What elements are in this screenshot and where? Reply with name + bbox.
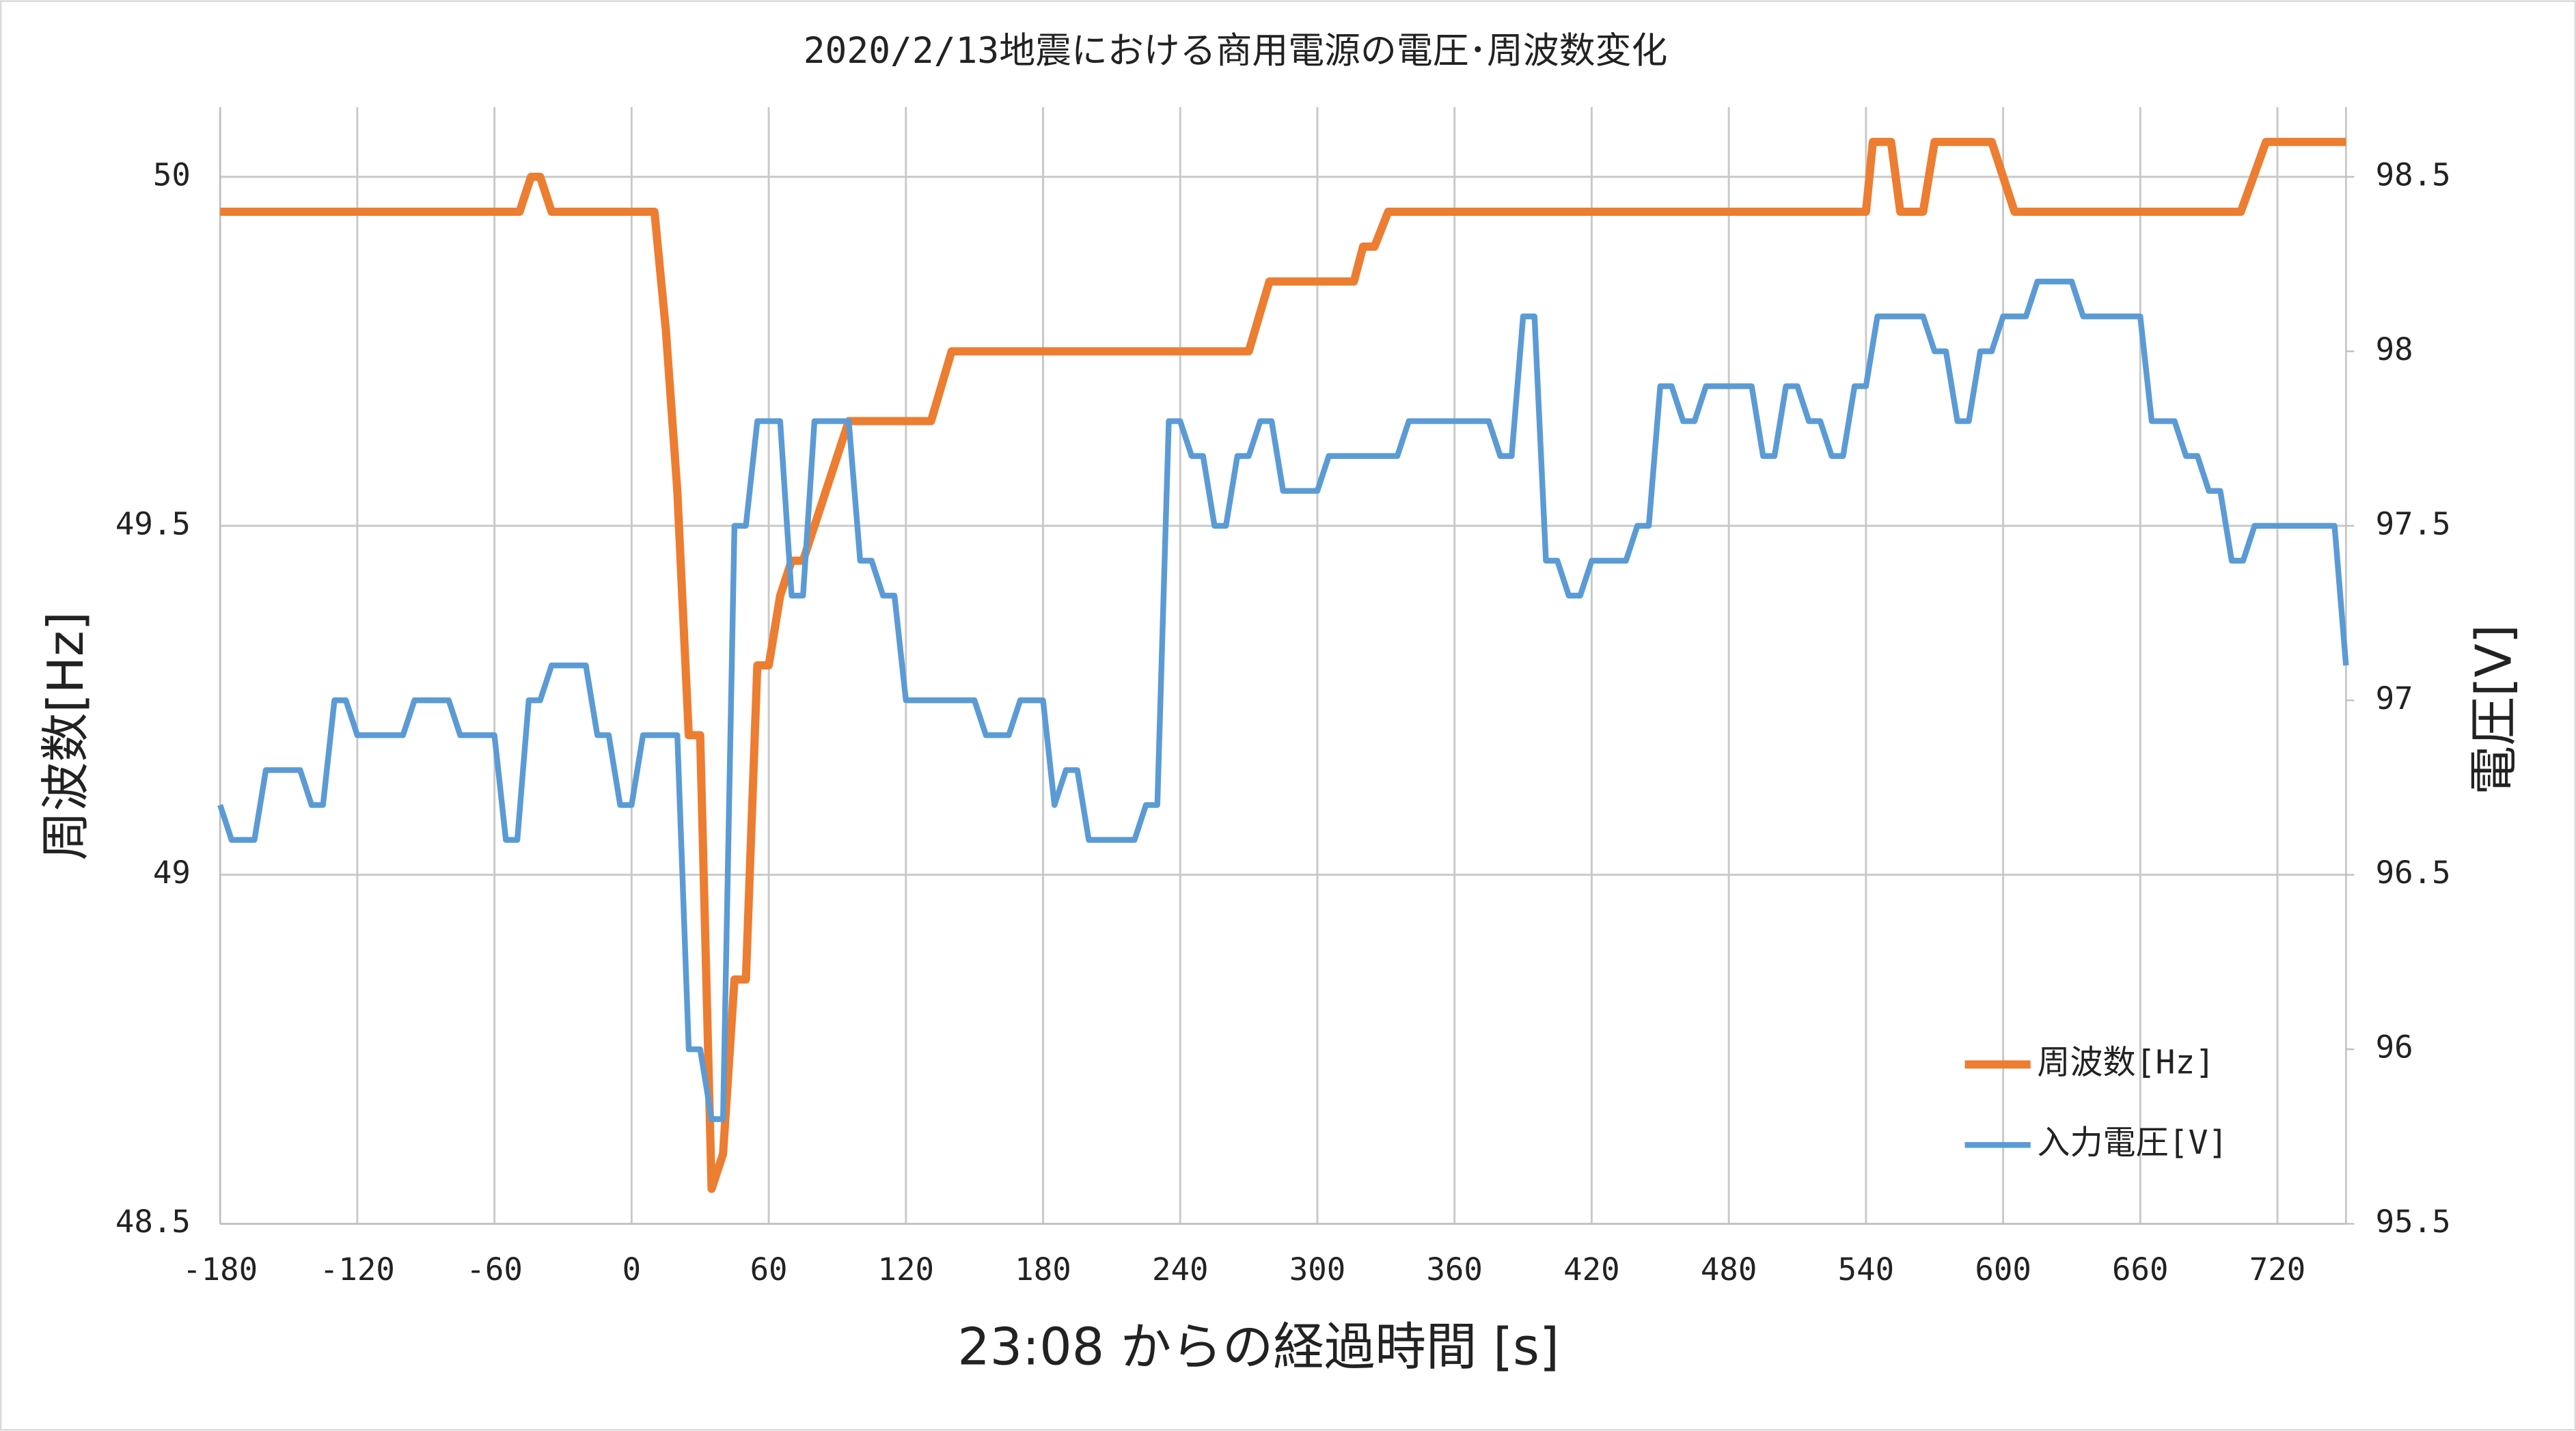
y2-tick-label: 96.5 [2376, 855, 2451, 891]
x-tick-label: 60 [750, 1251, 788, 1288]
x-tick-label: 480 [1701, 1251, 1757, 1288]
y2-axis-label: 電圧[V] [2466, 624, 2523, 795]
x-tick-label: 720 [2249, 1251, 2306, 1288]
x-axis-label: 23:08 からの経過時間 [s] [957, 1317, 1559, 1376]
legend-label: 周波数[Hz] [2037, 1043, 2215, 1081]
y-tick-label: 50 [153, 156, 191, 193]
series-line [217, 278, 2349, 1122]
x-tick-label: 300 [1289, 1251, 1345, 1288]
y2-tick-label: 95.5 [2376, 1204, 2451, 1240]
y2-tick-label: 96 [2376, 1029, 2413, 1066]
x-tick-label: -60 [466, 1251, 523, 1288]
x-tick-label: 360 [1426, 1251, 1483, 1288]
y2-tick-label: 97 [2376, 680, 2413, 717]
y2-tick-label: 98.5 [2376, 156, 2451, 193]
y-tick-label: 49.5 [115, 505, 191, 542]
y-tick-label: 49 [153, 855, 191, 891]
x-tick-label: 240 [1152, 1251, 1209, 1288]
x-tick-label: 420 [1563, 1251, 1620, 1288]
y-axis-label: 周波数[Hz] [38, 611, 95, 861]
x-tick-label: 540 [1838, 1251, 1895, 1288]
x-tick-label: 0 [622, 1251, 642, 1288]
x-tick-label: 660 [2112, 1251, 2169, 1288]
x-tick-label: -180 [182, 1251, 258, 1288]
x-tick-label: 600 [1975, 1251, 2031, 1288]
y2-tick-label: 98 [2376, 331, 2413, 367]
x-tick-label: -120 [320, 1251, 395, 1288]
x-tick-label: 180 [1015, 1251, 1071, 1288]
y2-tick-label: 97.5 [2376, 505, 2451, 542]
x-tick-label: 120 [878, 1251, 935, 1288]
legend-label: 入力電圧[V] [2037, 1124, 2228, 1162]
y-tick-label: 48.5 [115, 1204, 191, 1240]
chart-title: 2020/2/13地震における商用電源の電圧･周波数変化 [804, 30, 1668, 72]
